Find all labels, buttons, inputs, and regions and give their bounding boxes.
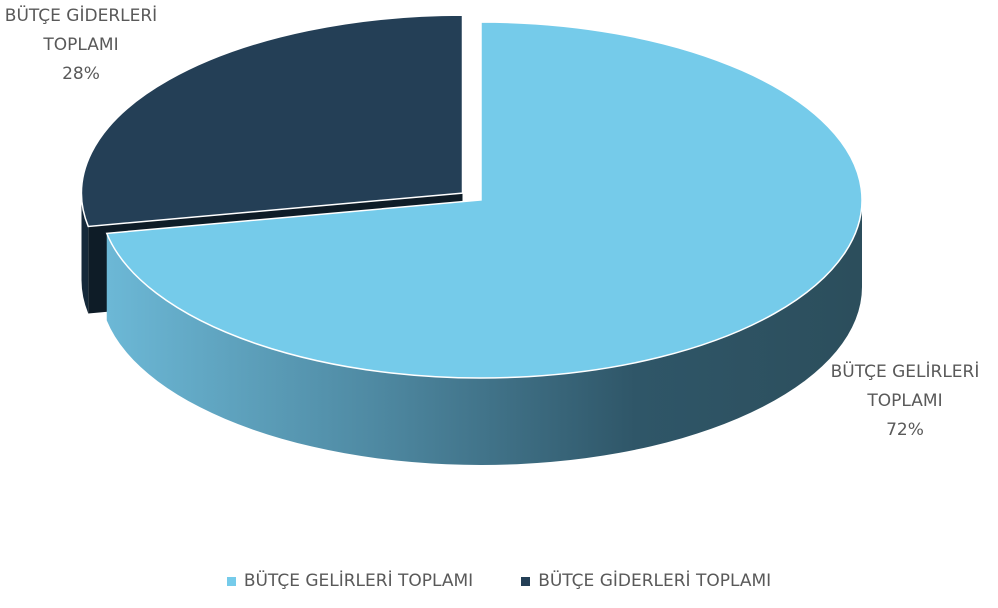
- legend-item: BÜTÇE GİDERLERİ TOPLAMI: [521, 571, 771, 591]
- data-label-value: 28%: [62, 64, 100, 84]
- data-label-name: BÜTÇE GİDERLERİ TOPLAMI: [4, 6, 158, 55]
- legend-label: BÜTÇE GİDERLERİ TOPLAMI: [538, 571, 772, 591]
- legend-label: BÜTÇE GELİRLERİ TOPLAMI: [243, 571, 474, 591]
- legend-item: BÜTÇE GELİRLERİ TOPLAMI: [226, 571, 474, 591]
- legend-swatch: [521, 576, 531, 586]
- data-label: BÜTÇE GİDERLERİ TOPLAMI 28%: [0, 2, 162, 89]
- slice: [80, 14, 464, 228]
- slice-side: [106, 200, 863, 465]
- slice: [105, 21, 863, 379]
- chart: [80, 14, 863, 465]
- legend-swatch: [226, 576, 236, 586]
- data-label-name: BÜTÇE GELİRLERİ TOPLAMI: [830, 362, 980, 411]
- data-label: BÜTÇE GELİRLERİ TOPLAMI 72%: [815, 358, 995, 445]
- data-label-value: 72%: [886, 420, 924, 440]
- legend: BÜTÇE GELİRLERİ TOPLAMI BÜTÇE GİDERLERİ …: [0, 571, 998, 591]
